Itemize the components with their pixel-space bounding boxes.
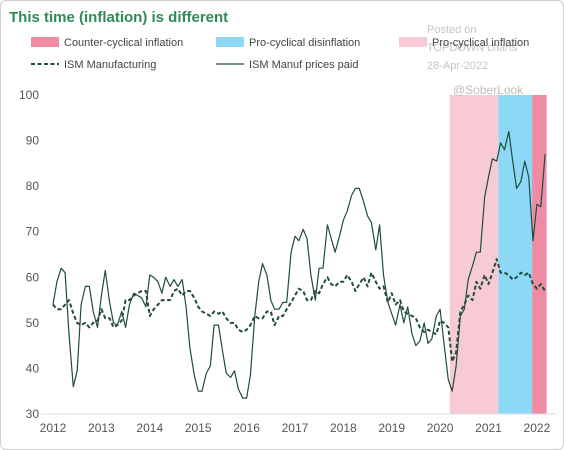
legend-label-1: Counter-cyclical inflation	[64, 37, 183, 49]
y-tick-label: 60	[26, 270, 40, 284]
handle-text: @SoberLook	[453, 83, 524, 97]
x-tick-label: 2022	[524, 421, 551, 435]
x-tick-label: 2021	[475, 421, 502, 435]
legend-swatch-1	[31, 37, 59, 47]
series-line-2	[52, 130, 546, 399]
y-tick-label: 30	[26, 407, 40, 421]
y-tick-label: 50	[26, 316, 40, 330]
watermark-line-1: Posted on	[427, 24, 477, 36]
x-tick-label: 2016	[233, 421, 260, 435]
x-tick-label: 2018	[330, 421, 357, 435]
x-tick-label: 2013	[88, 421, 115, 435]
y-tick-label: 80	[26, 179, 40, 193]
watermark-line-3: 28-Apr-2022	[427, 60, 489, 72]
legend: Counter-cyclical inflation Pro-cyclical d…	[31, 37, 529, 71]
x-tick-label: 2014	[136, 421, 163, 435]
legend-line-label-2: ISM Manuf prices paid	[249, 59, 358, 71]
x-tick-label: 2015	[185, 421, 212, 435]
shaded-region-1	[532, 95, 547, 414]
series-line-1	[52, 258, 546, 363]
x-tick-label: 2017	[282, 421, 309, 435]
chart-title: This time (inflation) is different	[9, 9, 229, 26]
legend-line-label-1: ISM Manufacturing	[64, 59, 156, 71]
y-tick-label: 70	[26, 225, 40, 239]
watermark-line-2: TOPDOWN charts	[427, 42, 518, 54]
shaded-regions	[449, 95, 547, 414]
x-tick-label: 2012	[40, 421, 67, 435]
legend-label-3: Pro-cyclical inflation	[432, 37, 529, 49]
y-tick-label: 100	[19, 88, 39, 102]
y-tick-label: 90	[26, 134, 40, 148]
x-tick-label: 2020	[427, 421, 454, 435]
y-tick-label: 40	[26, 361, 40, 375]
shaded-region-3	[449, 95, 499, 414]
x-tick-label: 2019	[378, 421, 405, 435]
shaded-region-2	[498, 95, 533, 414]
axes: 30 40 50 60 70 80 90 100 2012 2013 2014 2015 2016 201…	[19, 88, 557, 435]
legend-swatch-3	[399, 37, 427, 47]
legend-label-2: Pro-cyclical disinflation	[249, 37, 360, 49]
series-lines	[52, 130, 546, 399]
watermark: Posted on TOPDOWN charts 28-Apr-2022	[427, 21, 547, 75]
legend-swatch-2	[216, 37, 244, 47]
